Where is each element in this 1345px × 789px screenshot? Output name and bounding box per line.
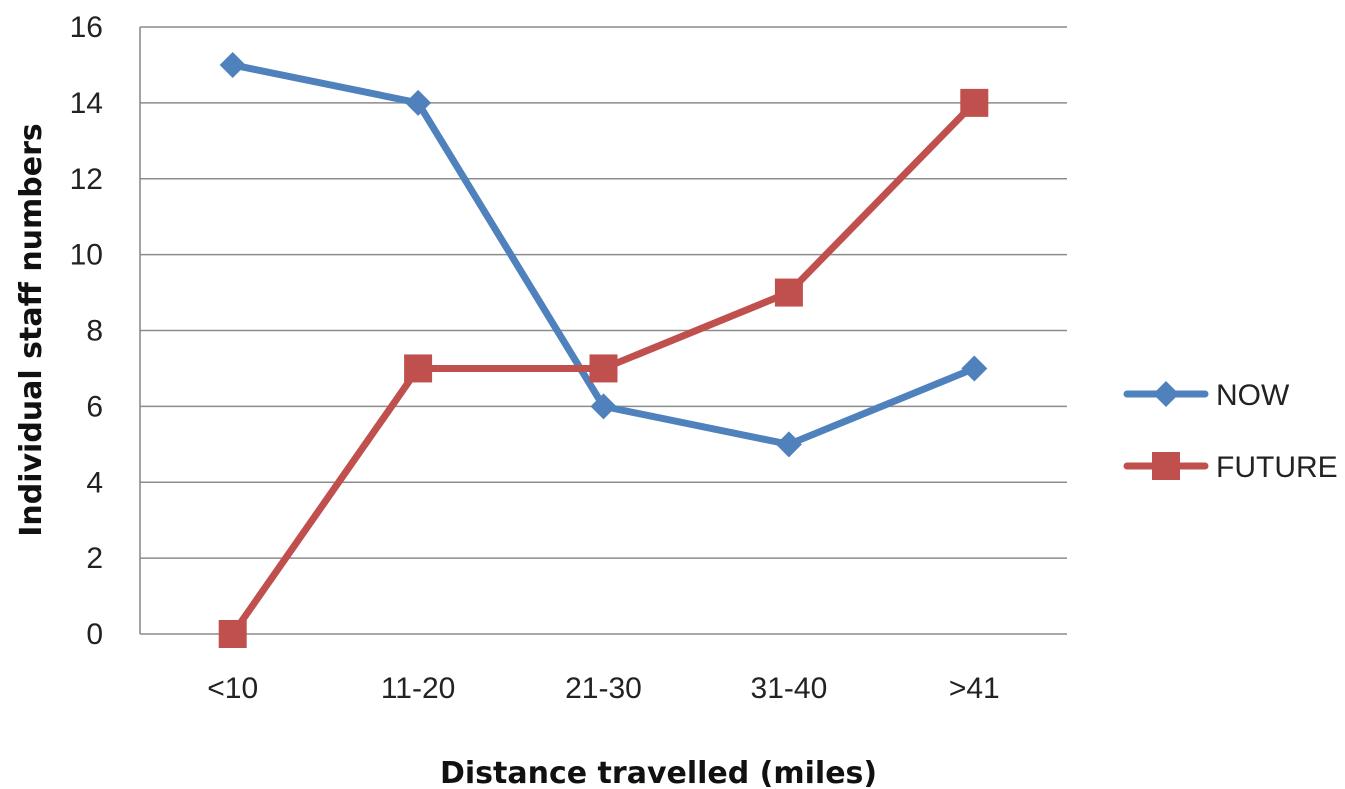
y-tick-label: 16 [70, 11, 103, 44]
data-point-future [589, 354, 618, 383]
x-tick-label: 31-40 [751, 672, 828, 705]
y-tick-label: 8 [86, 315, 103, 348]
y-tick-label: 6 [86, 390, 103, 423]
data-point-future [218, 620, 247, 648]
y-tick-label: 2 [86, 542, 103, 575]
legend-label-future: FUTURE [1216, 451, 1338, 484]
data-point-future [960, 88, 989, 117]
y-tick-label: 4 [86, 466, 103, 499]
x-tick-label: 21-30 [565, 672, 642, 705]
x-axis-title: Distance travelled (miles) [440, 756, 877, 789]
data-point-now [590, 393, 617, 420]
x-tick-label: >41 [949, 672, 1000, 705]
legend-marker-future [1152, 452, 1180, 480]
data-point-future [404, 354, 433, 383]
legend-label-now: NOW [1216, 379, 1290, 412]
y-axis-title: Individual staff numbers [14, 123, 49, 537]
y-axis-ticks: 0 2 4 6 8 10 12 14 16 [70, 11, 103, 651]
legend-marker-now [1153, 381, 1179, 407]
gridlines [139, 26, 1067, 635]
data-point-now [405, 89, 432, 116]
x-tick-label: <10 [207, 672, 258, 705]
series-layer [218, 51, 989, 648]
data-point-now [219, 51, 246, 78]
data-point-future [774, 278, 803, 307]
y-tick-label: 12 [70, 163, 103, 196]
x-axis-ticks: <10 11-20 21-30 31-40 >41 [207, 672, 999, 705]
x-tick-label: 11-20 [381, 672, 456, 705]
data-point-now [961, 355, 988, 382]
legend: NOW FUTURE [1123, 379, 1338, 484]
y-tick-label: 0 [86, 618, 103, 651]
y-tick-label: 14 [70, 87, 103, 120]
data-point-now [775, 431, 802, 458]
y-tick-label: 10 [70, 239, 103, 272]
